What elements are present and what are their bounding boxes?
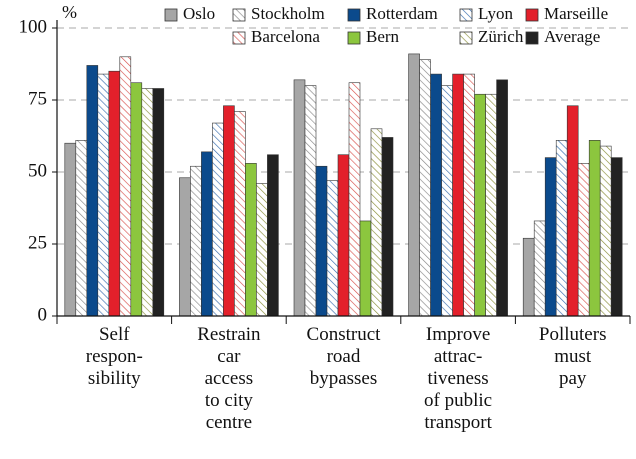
y-tick-label: 25 xyxy=(28,232,47,253)
legend-swatch xyxy=(347,8,361,22)
legend-swatch xyxy=(459,31,473,45)
bar xyxy=(381,137,394,317)
bar xyxy=(201,151,213,317)
y-tick-label: 0 xyxy=(38,304,48,325)
y-tick-label: 50 xyxy=(28,160,47,181)
bar xyxy=(267,154,279,317)
legend-swatch xyxy=(459,8,473,22)
bar xyxy=(463,73,475,317)
legend-swatch xyxy=(232,31,246,45)
bar xyxy=(212,122,224,317)
bar xyxy=(190,165,202,317)
bar xyxy=(430,73,442,317)
x-tick-label: Improve attrac- tiveness of public trans… xyxy=(424,324,493,433)
legend-label: Barcelona xyxy=(251,27,320,46)
bar xyxy=(419,59,431,317)
bar xyxy=(64,142,77,317)
bar xyxy=(293,79,306,317)
legend-label: Bern xyxy=(366,27,400,46)
x-tick-label: Construct road bypasses xyxy=(306,324,381,389)
bar xyxy=(326,180,339,317)
bar xyxy=(496,79,508,317)
bar xyxy=(75,140,88,317)
bar xyxy=(245,163,257,317)
legend-swatch xyxy=(232,8,246,22)
bar xyxy=(441,85,453,317)
bar xyxy=(599,145,612,317)
bar xyxy=(97,73,110,317)
bar xyxy=(452,73,464,317)
bar xyxy=(408,53,420,317)
bar xyxy=(86,65,99,317)
bar xyxy=(610,157,623,317)
x-tick-label: Restrain car access to city centre xyxy=(197,324,261,433)
bar xyxy=(234,111,246,317)
bar xyxy=(223,105,235,317)
legend-label: Stockholm xyxy=(251,4,325,23)
bar xyxy=(152,88,165,317)
bar xyxy=(359,220,372,317)
x-tick-label: Self respon- sibility xyxy=(85,324,143,389)
legend-swatch xyxy=(164,8,178,22)
legend-label: Marseille xyxy=(544,4,608,23)
bar xyxy=(555,140,568,317)
legend-label: Average xyxy=(544,27,600,46)
bar xyxy=(370,128,383,317)
bar xyxy=(348,82,361,317)
y-tick-label: 100 xyxy=(19,16,48,37)
bar xyxy=(474,93,486,317)
legend-swatch xyxy=(347,31,361,45)
y-tick-label: 75 xyxy=(28,88,47,109)
legend-label: Lyon xyxy=(478,4,513,23)
bar xyxy=(130,82,143,317)
y-axis-label: % xyxy=(62,2,77,22)
bar xyxy=(522,237,535,317)
legend-label: Rotterdam xyxy=(366,4,438,23)
legend-label: Zürich xyxy=(478,27,524,46)
legend-label: Oslo xyxy=(183,4,215,23)
bar xyxy=(588,140,601,317)
bar xyxy=(533,220,546,317)
bar xyxy=(485,93,497,317)
bar xyxy=(566,105,579,317)
legend-swatch xyxy=(525,8,539,22)
bar xyxy=(577,163,590,317)
bar xyxy=(119,56,132,317)
bar xyxy=(179,177,191,317)
bar xyxy=(256,183,268,317)
bar xyxy=(315,165,328,317)
bar xyxy=(141,88,154,317)
bar xyxy=(304,85,317,317)
legend-swatch xyxy=(525,31,539,45)
bar xyxy=(544,157,557,317)
bar xyxy=(108,70,121,317)
bar xyxy=(337,154,350,317)
x-tick-label: Polluters must pay xyxy=(538,324,607,389)
